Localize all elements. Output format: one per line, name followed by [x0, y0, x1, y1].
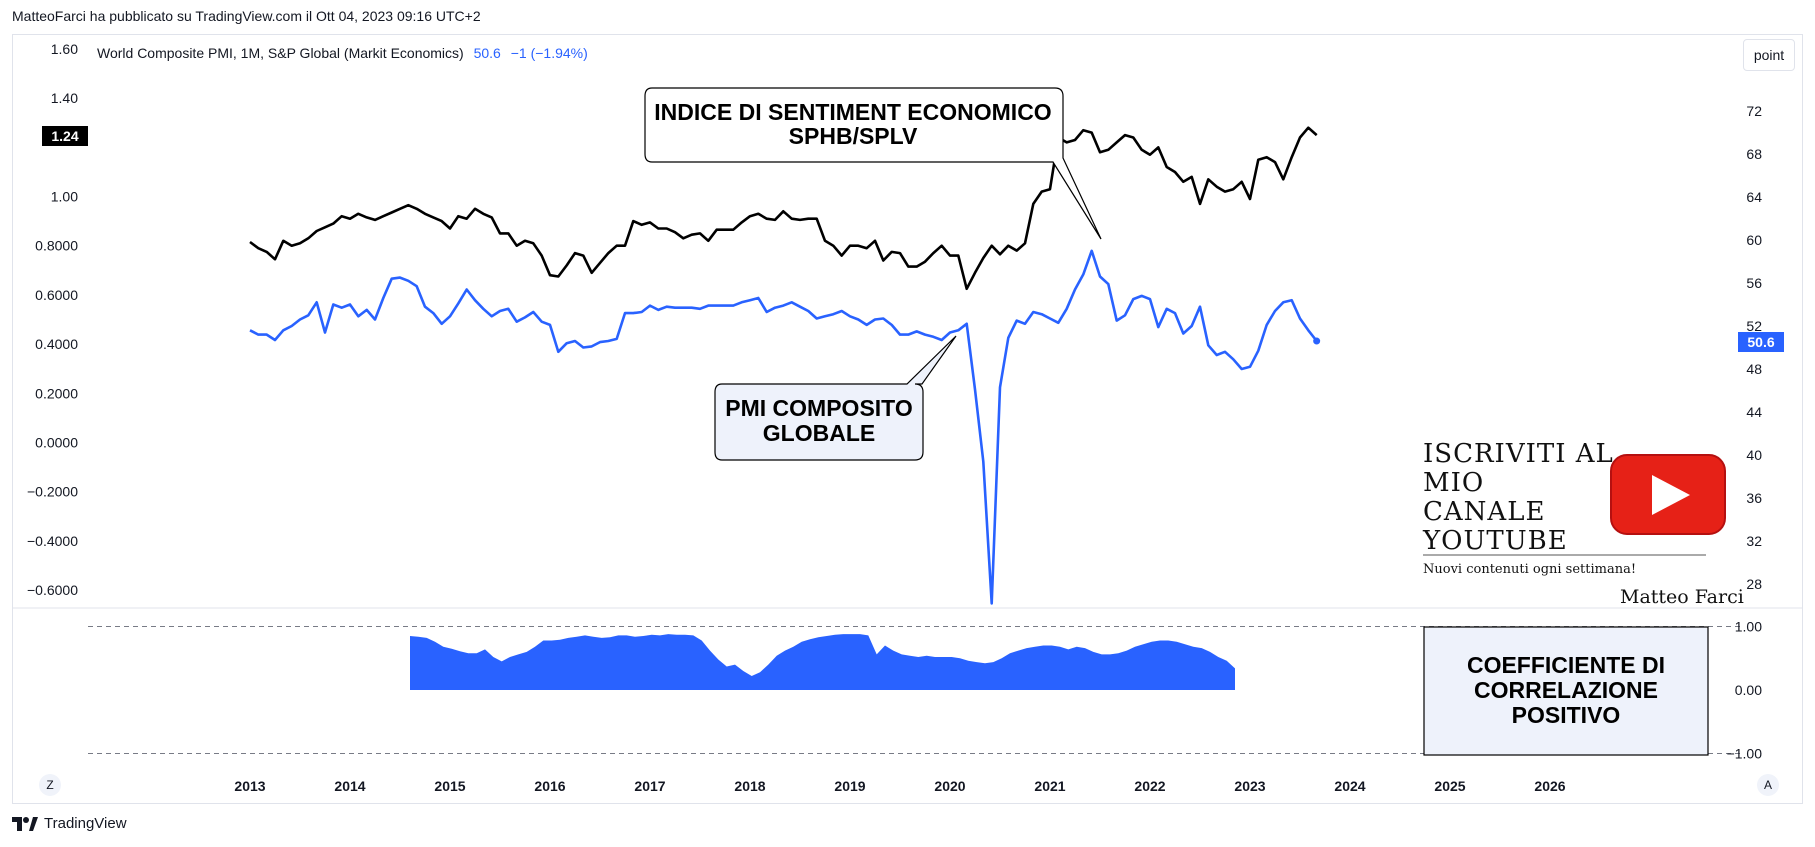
left-axis-tick: 0.6000: [35, 287, 78, 303]
promo-line: YOUTUBE: [1423, 526, 1568, 556]
pmi-callout-text: GLOBALE: [763, 420, 875, 446]
pmi-callout-text: PMI COMPOSITO: [725, 395, 912, 421]
right-price-badge-text: 50.6: [1747, 334, 1774, 350]
promo-author: Matteo Farci: [1620, 586, 1744, 608]
pmi-last-point: [1313, 337, 1321, 345]
tradingview-logo-icon: [12, 816, 38, 831]
right-axis-tick: 40: [1746, 447, 1762, 463]
x-axis-tick: 2016: [534, 778, 565, 794]
x-axis-tick: 2023: [1234, 778, 1265, 794]
correlation-axis-tick: 0.00: [1735, 682, 1762, 698]
x-axis-tick: 2021: [1034, 778, 1065, 794]
correlation-axis-tick: 1.00: [1735, 619, 1762, 635]
promo-subtitle: Nuovi contenuti ogni settimana!: [1423, 562, 1637, 577]
x-axis-tick: 2022: [1134, 778, 1165, 794]
right-axis-tick: 44: [1746, 404, 1762, 420]
promo-line: ISCRIVITI AL: [1423, 439, 1614, 469]
left-axis-tick: −0.4000: [27, 533, 78, 549]
footer-brand: TradingView: [12, 815, 127, 832]
auto-scale-button[interactable]: A: [1757, 774, 1779, 796]
series-legend: World Composite PMI, 1M, S&P Global (Mar…: [97, 45, 588, 61]
chart-frame: [12, 34, 1803, 804]
x-axis-tick: 2024: [1334, 778, 1365, 794]
correlation-callout-text: POSITIVO: [1512, 702, 1621, 728]
attribution-text: MatteoFarci ha pubblicato su TradingView…: [12, 8, 481, 24]
left-axis-tick: −0.2000: [27, 484, 78, 500]
left-price-badge-text: 1.24: [51, 128, 78, 144]
youtube-play-icon: [1652, 475, 1690, 515]
correlation-area: [410, 634, 1235, 690]
x-axis-tick: 2013: [234, 778, 265, 794]
correlation-callout-text: COEFFICIENTE DI: [1467, 652, 1665, 678]
zoom-toggle-button[interactable]: Z: [39, 774, 61, 796]
x-axis-tick: 2020: [934, 778, 965, 794]
right-axis-tick: 72: [1746, 103, 1762, 119]
left-axis-tick: 0.2000: [35, 385, 78, 401]
promo-line: CANALE: [1423, 497, 1546, 527]
legend-title: World Composite PMI, 1M, S&P Global (Mar…: [97, 45, 464, 61]
left-axis-tick: 0.0000: [35, 434, 78, 450]
point-scale-button[interactable]: point: [1743, 39, 1795, 71]
right-axis-tick: 52: [1746, 318, 1762, 334]
correlation-callout-text: CORRELAZIONE: [1474, 677, 1658, 703]
sentiment-callout-text: SPHB/SPLV: [789, 123, 918, 149]
right-axis-tick: 32: [1746, 533, 1762, 549]
right-axis-tick: 64: [1746, 189, 1762, 205]
right-axis-tick: 36: [1746, 490, 1762, 506]
right-axis-tick: 56: [1746, 275, 1762, 291]
correlation-axis-tick: −1.00: [1727, 746, 1763, 762]
left-axis-tick: 1.00: [51, 189, 78, 205]
left-price-badge: [42, 126, 88, 146]
x-axis-tick: 2014: [334, 778, 365, 794]
x-axis-tick: 2017: [634, 778, 665, 794]
promo-text: ISCRIVITI AL MIO CANALE YOUTUBE: [1423, 440, 1614, 556]
right-axis-tick: 48: [1746, 361, 1762, 377]
sentiment-callout-text: INDICE DI SENTIMENT ECONOMICO: [654, 99, 1051, 125]
x-axis-tick: 2018: [734, 778, 765, 794]
right-axis-tick: 60: [1746, 232, 1762, 248]
promo-line: MIO: [1423, 468, 1485, 498]
x-axis-tick: 2015: [434, 778, 465, 794]
left-axis-tick: −0.6000: [27, 582, 78, 598]
x-axis-tick: 2025: [1434, 778, 1465, 794]
sentiment-callout-box: [644, 87, 1102, 240]
left-axis-tick: 0.8000: [35, 238, 78, 254]
pmi-line: [249, 249, 1318, 605]
x-axis-tick: 2026: [1534, 778, 1565, 794]
left-axis-tick: 0.4000: [35, 336, 78, 352]
sphb-splv-line: [249, 126, 1318, 291]
right-axis-tick: 68: [1746, 146, 1762, 162]
legend-change: −1 (−1.94%): [510, 45, 588, 61]
left-axis-tick: 1.40: [51, 90, 78, 106]
correlation-callout-box: [1423, 626, 1709, 756]
footer-brand-text: TradingView: [44, 815, 127, 832]
x-axis-tick: 2019: [834, 778, 865, 794]
right-axis-tick: 28: [1746, 576, 1762, 592]
legend-last-value: 50.6: [473, 45, 501, 61]
pmi-callout-box: [714, 335, 957, 461]
right-price-badge: [1738, 332, 1784, 352]
left-axis-tick: 1.60: [51, 41, 78, 57]
